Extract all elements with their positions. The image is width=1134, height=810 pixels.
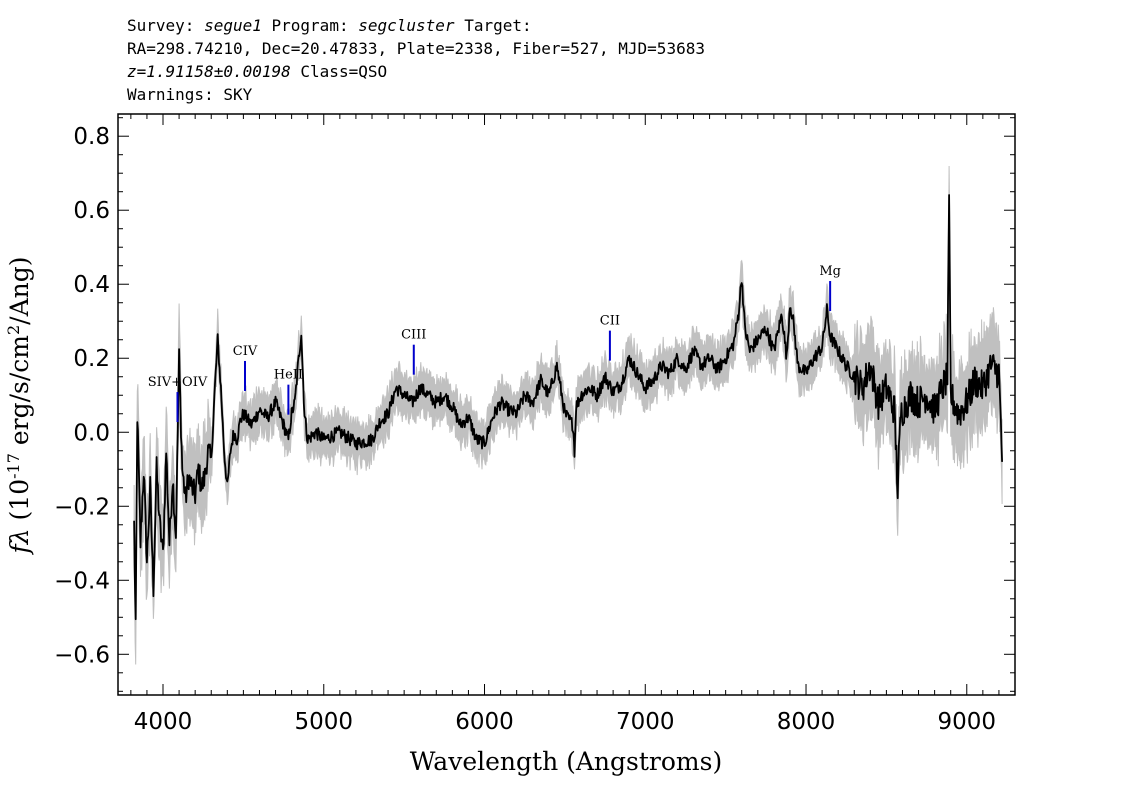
survey-label: Survey: bbox=[127, 16, 195, 35]
y-tick-label: 0.4 bbox=[73, 272, 110, 298]
header-line-1: Survey: segue1 Program: segcluster Targe… bbox=[127, 14, 705, 37]
emission-line-label: SIV+OIV bbox=[148, 375, 208, 390]
target-label: Target: bbox=[464, 16, 532, 35]
x-tick-label: 4000 bbox=[134, 709, 193, 735]
program-value: segcluster bbox=[358, 16, 455, 35]
emission-line-label: HeII bbox=[274, 368, 303, 383]
x-tick-label: 6000 bbox=[455, 709, 514, 735]
x-axis-title: Wavelength (Angstroms) bbox=[410, 747, 722, 776]
header-line-2: RA=298.74210, Dec=20.47833, Plate=2338, … bbox=[127, 39, 705, 58]
emission-line-label: CIV bbox=[233, 344, 258, 359]
x-tick-label: 9000 bbox=[938, 709, 997, 735]
y-tick-label: 0.8 bbox=[73, 124, 110, 150]
y-tick-label: 0.0 bbox=[73, 420, 110, 446]
emission-line-layer: SIV+OIV CIV HeII CIII CII Mg bbox=[148, 264, 841, 423]
class-value: Class=QSO bbox=[300, 62, 388, 81]
plot-frame bbox=[117, 113, 1016, 696]
y-tick-label: 0.2 bbox=[73, 346, 110, 372]
program-label: Program: bbox=[271, 16, 349, 35]
y-axis-title: fλ (10-17 erg/s/cm2/Ang) bbox=[4, 256, 34, 555]
y-tick-label: −0.6 bbox=[54, 642, 110, 668]
x-tick-label: 7000 bbox=[616, 709, 675, 735]
y-axis-title-layer: fλ (10-17 erg/s/cm2/Ang) bbox=[4, 256, 34, 555]
x-tick-label: 5000 bbox=[294, 709, 353, 735]
flux-line bbox=[133, 194, 1003, 621]
redshift-value: z=1.91158±0.00198 bbox=[127, 62, 291, 81]
emission-line-label: CIII bbox=[401, 328, 426, 343]
emission-line-label: CII bbox=[600, 314, 620, 329]
tick-layer: 4000 5000 6000 7000 8000 9000 −0.6 −0.4 −0.2 0.0 0… bbox=[54, 114, 1016, 735]
emission-line-label: Mg bbox=[819, 264, 841, 279]
flux-layer bbox=[133, 194, 1003, 621]
header-line-4: Warnings: SKY bbox=[127, 85, 253, 104]
y-tick-label: 0.6 bbox=[73, 198, 110, 224]
header-line-3: z=1.91158±0.00198 Class=QSO bbox=[127, 60, 705, 83]
spectrum-header: Survey: segue1 Program: segcluster Targe… bbox=[127, 14, 705, 106]
x-tick-label: 8000 bbox=[777, 709, 836, 735]
y-tick-label: −0.4 bbox=[54, 568, 110, 594]
y-tick-label: −0.2 bbox=[54, 494, 110, 520]
survey-value: segue1 bbox=[204, 16, 262, 35]
